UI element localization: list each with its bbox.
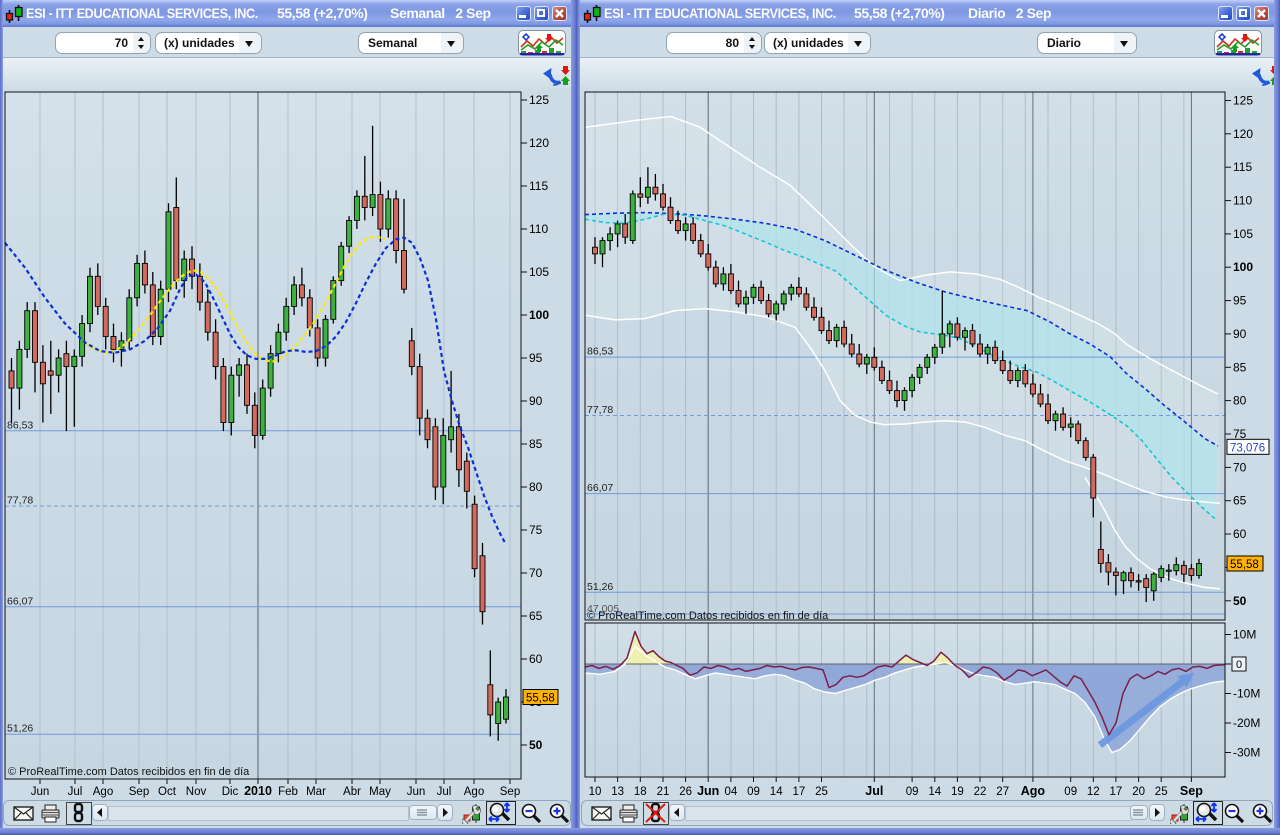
svg-text:75: 75 (529, 523, 543, 537)
svg-text:51,26: 51,26 (7, 723, 33, 735)
svg-text:14: 14 (770, 786, 783, 798)
svg-text:May: May (369, 786, 391, 798)
svg-text:Mar: Mar (306, 786, 326, 798)
svg-text:66,07: 66,07 (587, 482, 613, 494)
svg-text:100: 100 (529, 308, 549, 322)
svg-text:0: 0 (1236, 659, 1242, 671)
svg-text:110: 110 (529, 222, 548, 236)
svg-text:Nov: Nov (186, 786, 207, 798)
svg-text:26: 26 (679, 786, 692, 798)
svg-text:09: 09 (747, 786, 760, 798)
svg-text:13: 13 (611, 786, 624, 798)
svg-text:51,26: 51,26 (587, 581, 613, 593)
svg-text:85: 85 (1233, 360, 1247, 374)
svg-text:25: 25 (1155, 786, 1168, 798)
svg-text:73,076: 73,076 (1230, 442, 1265, 454)
svg-text:80: 80 (529, 480, 543, 494)
svg-text:50: 50 (1233, 594, 1247, 608)
svg-text:21: 21 (657, 786, 670, 798)
svg-text:125: 125 (529, 93, 549, 107)
svg-text:70: 70 (529, 566, 543, 580)
svg-text:Sep: Sep (1180, 784, 1203, 798)
svg-text:04: 04 (725, 786, 738, 798)
svg-text:© ProRealTime.com Datos recib: © ProRealTime.com Datos recibidos en fin… (587, 610, 829, 622)
svg-text:Dic: Dic (222, 786, 239, 798)
svg-text:Ago: Ago (93, 786, 113, 798)
svg-text:75: 75 (1233, 427, 1247, 441)
svg-text:Abr: Abr (343, 786, 361, 798)
svg-text:12: 12 (1087, 786, 1100, 798)
svg-text:115: 115 (1233, 160, 1252, 174)
svg-text:Jul: Jul (437, 786, 452, 798)
svg-text:60: 60 (529, 652, 543, 666)
svg-text:-30M: -30M (1233, 746, 1260, 760)
svg-text:95: 95 (529, 351, 543, 365)
svg-text:Jul: Jul (865, 784, 883, 798)
svg-text:65: 65 (529, 609, 543, 623)
svg-text:10M: 10M (1233, 628, 1256, 642)
svg-text:90: 90 (529, 394, 543, 408)
svg-text:70: 70 (1233, 460, 1247, 474)
svg-text:Feb: Feb (278, 786, 298, 798)
svg-text:77,78: 77,78 (587, 404, 613, 416)
svg-text:Ago: Ago (464, 786, 484, 798)
svg-text:50: 50 (529, 738, 543, 752)
svg-text:Oct: Oct (158, 786, 177, 798)
svg-text:77,78: 77,78 (7, 495, 33, 507)
svg-text:Sep: Sep (500, 786, 520, 798)
svg-text:27: 27 (996, 786, 1009, 798)
svg-text:100: 100 (1233, 260, 1253, 274)
svg-text:Ago: Ago (1021, 784, 1046, 798)
svg-text:65: 65 (1233, 494, 1247, 508)
svg-text:115: 115 (529, 179, 548, 193)
svg-text:105: 105 (1233, 227, 1253, 241)
svg-text:66,07: 66,07 (7, 595, 33, 607)
svg-text:22: 22 (974, 786, 987, 798)
svg-text:18: 18 (634, 786, 647, 798)
svg-text:Jul: Jul (68, 786, 83, 798)
svg-text:17: 17 (793, 786, 806, 798)
svg-text:Jun: Jun (407, 786, 426, 798)
svg-text:© ProRealTime.com Datos recib: © ProRealTime.com Datos recibidos en fin… (8, 766, 250, 778)
svg-text:Sep: Sep (129, 786, 149, 798)
svg-text:55,58: 55,58 (1230, 559, 1259, 571)
svg-text:86,53: 86,53 (587, 346, 613, 358)
svg-text:2010: 2010 (244, 784, 272, 798)
svg-text:-10M: -10M (1233, 687, 1260, 701)
svg-text:47,005: 47,005 (587, 603, 619, 615)
svg-text:60: 60 (1233, 527, 1247, 541)
svg-text:19: 19 (951, 786, 964, 798)
svg-text:80: 80 (1233, 394, 1247, 408)
svg-text:120: 120 (1233, 127, 1253, 141)
svg-text:Jun: Jun (31, 786, 50, 798)
svg-text:95: 95 (1233, 294, 1247, 308)
svg-text:86,53: 86,53 (7, 419, 33, 431)
svg-text:09: 09 (906, 786, 919, 798)
svg-text:25: 25 (815, 786, 828, 798)
svg-text:55,58: 55,58 (526, 693, 555, 705)
svg-text:120: 120 (529, 136, 549, 150)
svg-text:90: 90 (1233, 327, 1247, 341)
svg-text:Jun: Jun (697, 784, 719, 798)
svg-text:110: 110 (1233, 194, 1252, 208)
svg-text:85: 85 (529, 437, 543, 451)
svg-text:14: 14 (928, 786, 941, 798)
svg-text:-20M: -20M (1233, 716, 1260, 730)
svg-text:09: 09 (1064, 786, 1077, 798)
svg-text:20: 20 (1132, 786, 1145, 798)
svg-text:105: 105 (529, 265, 549, 279)
svg-text:10: 10 (589, 786, 602, 798)
svg-text:125: 125 (1233, 94, 1253, 108)
svg-text:17: 17 (1110, 786, 1123, 798)
